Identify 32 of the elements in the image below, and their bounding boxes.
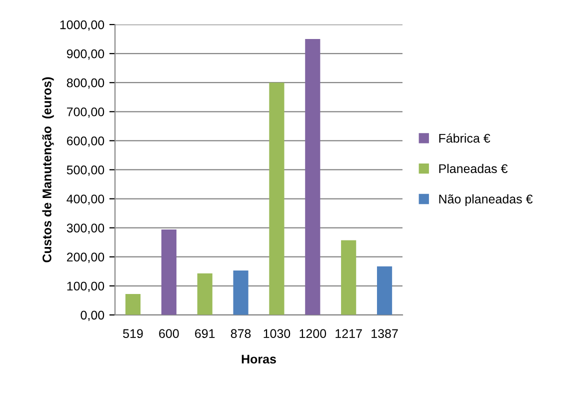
x-tick-label: 600 — [159, 329, 179, 338]
y-tick-label: 900,00 — [66, 49, 104, 60]
y-tick-label: 500,00 — [66, 166, 104, 176]
bar — [161, 230, 176, 315]
x-tick-label: 1387 — [372, 329, 398, 338]
x-axis-title: Horas — [242, 354, 276, 364]
y-tick-label: 600,00 — [66, 136, 104, 147]
y-tick-label: 400,00 — [66, 194, 104, 205]
x-tick-label: 1030 — [264, 329, 290, 338]
y-tick-label: 300,00 — [66, 224, 104, 234]
legend-label: Fábrica € — [439, 133, 490, 143]
bar — [197, 273, 212, 315]
x-tick-label: 878 — [230, 329, 251, 338]
bar — [341, 240, 356, 315]
bar — [305, 39, 320, 315]
y-tick-label: 100,00 — [67, 282, 104, 292]
y-axis-title: Custos de Manutenção (euros) — [42, 77, 54, 262]
legend-label: Não planeadas € — [439, 194, 533, 206]
y-tick-label: 0,00 — [80, 310, 104, 322]
bar — [125, 294, 141, 315]
x-tick-label: 519 — [123, 329, 143, 338]
bar — [269, 82, 284, 315]
y-tick-label: 1000,00 — [60, 20, 104, 31]
y-tick-label: 200,00 — [66, 252, 104, 263]
x-tick-label: 1200 — [300, 329, 326, 338]
x-tick-label: 691 — [195, 329, 215, 338]
y-tick-label: 700,00 — [66, 107, 104, 118]
x-tick-label: 1217 — [336, 329, 362, 338]
bar — [233, 270, 248, 315]
legend-label: Planeadas € — [439, 164, 508, 174]
bar — [376, 266, 392, 315]
y-tick-label: 800,00 — [66, 78, 104, 89]
